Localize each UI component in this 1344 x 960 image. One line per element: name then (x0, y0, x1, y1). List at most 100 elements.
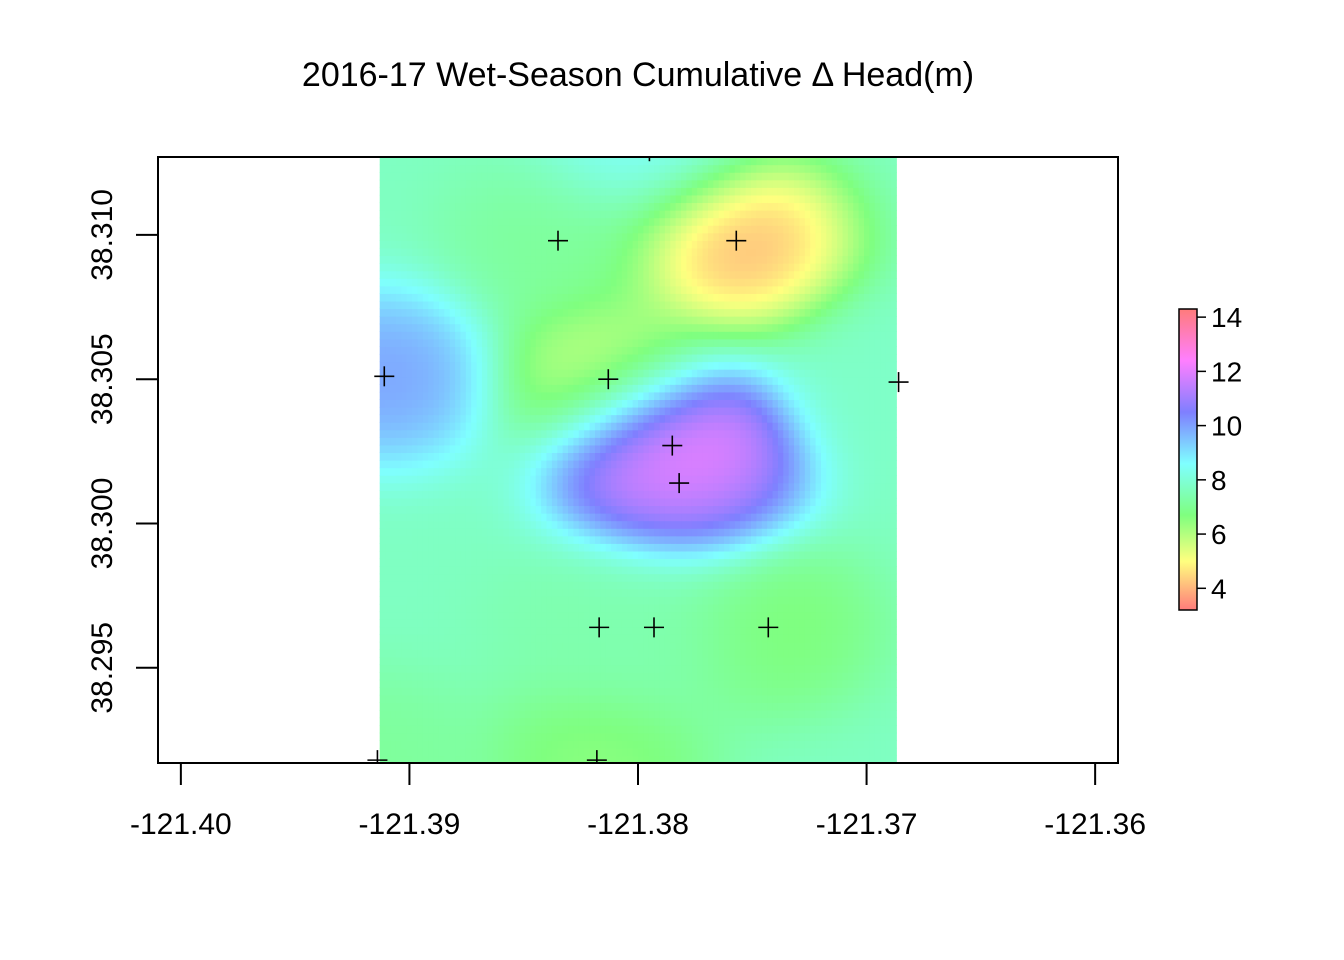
heatmap-cell (681, 300, 688, 310)
heatmap-cell (449, 369, 456, 378)
heatmap-cell (562, 422, 569, 431)
heatmap-cell (707, 550, 714, 560)
heatmap-cell (492, 316, 499, 325)
heatmap-cell (385, 278, 392, 287)
heatmap-cell (648, 603, 655, 613)
heatmap-cell (476, 194, 483, 204)
heatmap-cell (438, 482, 445, 491)
heatmap-cell (412, 406, 418, 416)
heatmap-cell (525, 270, 531, 279)
heatmap-cell (691, 702, 698, 711)
heatmap-cell (643, 460, 650, 469)
heatmap-cell (492, 247, 499, 257)
heatmap-cell (379, 338, 386, 347)
heatmap-cell (632, 467, 639, 476)
heatmap-cell (691, 566, 698, 575)
heatmap-cell (691, 308, 698, 317)
heatmap-cell (519, 755, 526, 763)
heatmap-cell (433, 353, 440, 363)
heatmap-cell (444, 247, 451, 257)
heatmap-cell (428, 619, 435, 628)
heatmap-cell (417, 414, 424, 423)
heatmap-cell (444, 513, 451, 522)
heatmap-cell (654, 490, 661, 499)
heatmap-cell (525, 717, 531, 726)
heatmap-cell (385, 634, 392, 643)
heatmap-cell (433, 460, 440, 469)
heatmap-cell (406, 482, 413, 491)
heatmap-cell (525, 596, 531, 605)
heatmap-cell (702, 452, 709, 461)
heatmap-cell (664, 558, 671, 567)
heatmap-cell (428, 747, 435, 757)
heatmap-cell (422, 270, 429, 279)
heatmap-cell (503, 369, 510, 378)
heatmap-cell (455, 732, 462, 741)
heatmap-cell (702, 406, 709, 416)
heatmap-cell (379, 263, 386, 272)
heatmap-cell (428, 490, 435, 499)
heatmap-cell (643, 255, 650, 264)
heatmap-cell (702, 437, 709, 446)
heatmap-cell (422, 543, 429, 552)
heatmap-cell (444, 626, 451, 635)
heatmap-cell (643, 429, 650, 438)
heatmap-cell (621, 391, 628, 400)
heatmap-cell (481, 270, 488, 279)
heatmap-cell (654, 475, 661, 484)
heatmap-cell (702, 550, 709, 560)
heatmap-cell (573, 588, 580, 597)
heatmap-cell (379, 497, 386, 507)
heatmap-cell (514, 725, 521, 734)
heatmap-cell (589, 353, 596, 363)
heatmap-cell (487, 467, 494, 476)
heatmap-cell (605, 611, 612, 620)
heatmap-cell (428, 232, 435, 241)
heatmap-cell (584, 550, 591, 560)
heatmap-cell (546, 172, 553, 181)
heatmap-cell (481, 528, 488, 537)
heatmap-cell (422, 467, 429, 476)
heatmap-cell (541, 263, 548, 272)
heatmap-cell (627, 187, 634, 196)
heatmap-cell (627, 656, 634, 666)
heatmap-cell (632, 535, 639, 544)
heatmap-cell (627, 467, 634, 476)
heatmap-cell (412, 626, 418, 635)
heatmap-cell (616, 717, 623, 726)
heatmap-cell (643, 202, 650, 211)
heatmap-cell (406, 308, 413, 317)
heatmap-cell (541, 194, 548, 204)
heatmap-cell (455, 437, 462, 446)
heatmap-cell (568, 505, 575, 514)
heatmap-cell (487, 747, 494, 757)
heatmap-cell (412, 270, 418, 279)
heatmap-cell (449, 437, 456, 446)
heatmap-cell (557, 634, 564, 643)
heatmap-cell (594, 725, 601, 734)
heatmap-cell (702, 497, 709, 507)
heatmap-cell (530, 240, 537, 249)
heatmap-cell (514, 278, 521, 287)
heatmap-cell (600, 656, 607, 666)
heatmap-cell (675, 429, 682, 438)
heatmap-cell (455, 187, 462, 196)
heatmap-cell (444, 331, 451, 340)
heatmap-cell (503, 732, 510, 741)
heatmap-cell (707, 255, 714, 264)
heatmap-cell (406, 164, 413, 173)
heatmap-cell (675, 528, 682, 537)
heatmap-cell (691, 225, 698, 234)
heatmap-cell (648, 300, 655, 310)
heatmap-cell (525, 414, 531, 423)
heatmap-cell (379, 709, 386, 719)
heatmap-cell (438, 179, 445, 188)
heatmap-cell (492, 694, 499, 703)
heatmap-cell (638, 687, 644, 696)
heatmap-cell (476, 543, 483, 552)
heatmap-cell (395, 596, 402, 605)
heatmap-cell (670, 285, 677, 294)
heatmap-cell (573, 399, 580, 408)
heatmap-cell (557, 619, 564, 628)
heatmap-cell (594, 391, 601, 400)
